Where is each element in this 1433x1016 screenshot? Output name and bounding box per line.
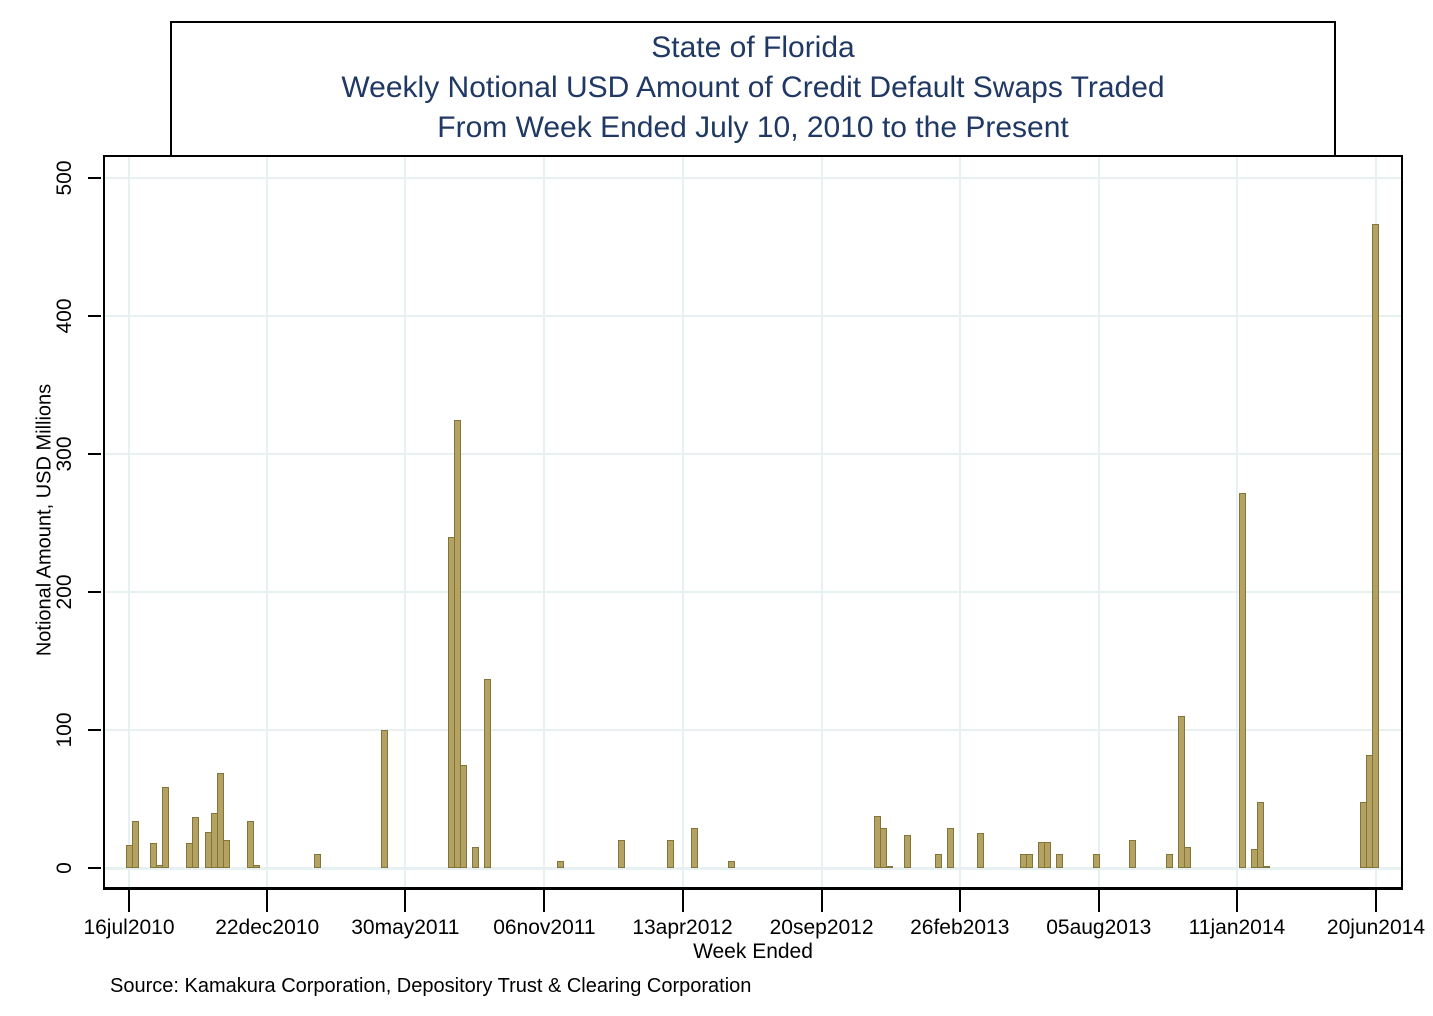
- x-tick-label: 05aug2013: [1046, 916, 1152, 939]
- plot-frame-right: [1401, 155, 1403, 890]
- x-axis-line: [103, 887, 1403, 890]
- v-gridline: [820, 155, 823, 888]
- y-tick: [88, 729, 101, 731]
- x-tick: [128, 890, 130, 912]
- bar: [1177, 716, 1185, 868]
- h-gridline: [103, 315, 1403, 317]
- source-note: Source: Kamakura Corporation, Depository…: [110, 975, 752, 997]
- bar: [904, 835, 912, 868]
- bar: [131, 821, 139, 868]
- bar: [472, 847, 480, 868]
- bar: [1183, 847, 1191, 868]
- v-gridline: [128, 155, 130, 888]
- bar: [934, 854, 942, 868]
- y-tick: [88, 315, 101, 317]
- bar: [380, 730, 388, 868]
- x-tick: [404, 890, 407, 912]
- bar: [192, 817, 200, 868]
- chart-title-line-3: From Week Ended July 10, 2010 to the Pre…: [437, 111, 1069, 144]
- h-gridline: [103, 453, 1403, 455]
- x-tick-label: 13apr2012: [632, 916, 733, 939]
- bar: [946, 828, 954, 868]
- y-tick-label: 300: [53, 436, 76, 472]
- bar: [691, 828, 699, 868]
- bar: [666, 840, 674, 868]
- y-axis-title: Notional Amount, USD Millions: [33, 383, 56, 657]
- x-tick: [681, 890, 684, 912]
- x-tick: [1374, 890, 1377, 912]
- bar: [484, 679, 492, 868]
- y-axis-line: [103, 155, 105, 890]
- x-tick-label: 20jun2014: [1326, 916, 1426, 939]
- bar: [727, 861, 735, 868]
- y-tick-label: 100: [53, 712, 76, 748]
- bar: [1238, 493, 1246, 868]
- v-gridline: [681, 155, 684, 888]
- bar: [247, 821, 255, 868]
- bar: [314, 854, 322, 868]
- x-tick: [266, 890, 269, 912]
- bar: [885, 866, 893, 868]
- h-gridline: [103, 867, 1403, 870]
- h-gridline: [103, 177, 1403, 179]
- h-gridline: [103, 729, 1403, 731]
- x-axis-title: Week Ended: [693, 940, 813, 963]
- v-gridline: [958, 155, 961, 888]
- v-gridline: [266, 155, 269, 888]
- x-tick: [543, 890, 546, 912]
- bar: [1044, 842, 1052, 868]
- y-tick: [88, 591, 101, 593]
- bar: [1129, 840, 1137, 868]
- x-tick-label: 20sep2012: [769, 916, 874, 939]
- y-tick-label: 200: [53, 574, 76, 610]
- v-gridline: [1235, 155, 1238, 888]
- y-tick: [88, 453, 101, 455]
- y-tick-label: 400: [53, 298, 76, 334]
- x-tick-label: 11jan2014: [1188, 916, 1286, 939]
- bar: [253, 865, 261, 868]
- x-tick: [958, 890, 961, 912]
- v-gridline: [1097, 155, 1100, 888]
- x-tick-label: 30may2011: [351, 916, 460, 939]
- bar: [1056, 854, 1064, 868]
- chart-title-box: State of Florida Weekly Notional USD Amo…: [170, 21, 1336, 157]
- bar: [222, 840, 230, 868]
- bar: [149, 843, 157, 868]
- bar: [977, 833, 985, 868]
- bar: [618, 840, 626, 868]
- y-tick: [88, 867, 101, 869]
- bar: [557, 861, 565, 868]
- h-gridline: [103, 591, 1403, 593]
- chart-title-line-1: State of Florida: [651, 31, 855, 64]
- y-tick-label: 0: [53, 862, 76, 874]
- v-gridline: [543, 155, 546, 888]
- x-tick-label: 06nov2011: [493, 916, 596, 939]
- bar: [161, 787, 169, 868]
- plot-area: 0 100 200 300 400 500 16jul2010 22dec2010 30may2…: [53, 155, 1425, 939]
- chart-title-line-2: Weekly Notional USD Amount of Credit Def…: [341, 71, 1165, 104]
- bar: [1092, 854, 1100, 868]
- y-tick: [88, 177, 101, 179]
- bar: [1165, 854, 1173, 868]
- v-gridline: [404, 155, 407, 888]
- bar: [1025, 854, 1033, 868]
- y-tick-label: 500: [53, 160, 76, 196]
- x-tick: [1235, 890, 1238, 912]
- x-tick-label: 22dec2010: [215, 916, 320, 939]
- bar: [1263, 866, 1270, 868]
- bar: [216, 773, 224, 868]
- x-tick-label: 16jul2010: [83, 916, 175, 939]
- bar: [1372, 224, 1380, 868]
- x-tick-label: 26feb2013: [910, 916, 1010, 939]
- x-tick: [1097, 890, 1100, 912]
- x-tick: [820, 890, 823, 912]
- bar: [453, 420, 461, 868]
- bar: [879, 828, 887, 868]
- bar: [460, 765, 468, 868]
- bar: [1256, 802, 1264, 868]
